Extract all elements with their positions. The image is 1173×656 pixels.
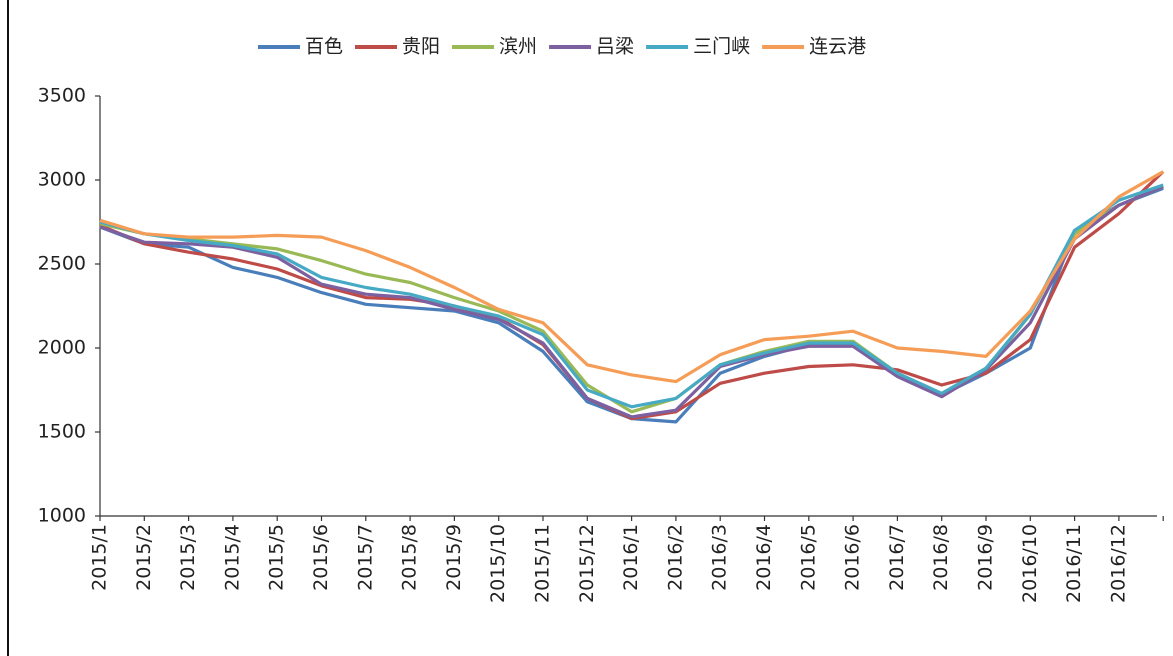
x-tick-label: 2016/11: [1063, 524, 1085, 603]
legend-label: 连云港: [809, 36, 866, 58]
x-tick-label: 2016/9: [975, 524, 997, 591]
x-tick-label: 2016/6: [842, 524, 864, 591]
x-tick-label: 2015/7: [354, 524, 376, 591]
series-line: [99, 185, 1164, 419]
x-tick-label: 2016/10: [1019, 524, 1041, 603]
x-tick-label: 2016/2: [664, 524, 686, 591]
x-tick-label: 2015/11: [532, 524, 554, 603]
x-tick-label: 2015/4: [221, 524, 243, 591]
x-tick-label: 2015/10: [487, 524, 509, 603]
x-tick-label: 2015/9: [443, 524, 465, 591]
x-tick-label: 2015/2: [133, 524, 155, 591]
legend-label: 贵阳: [402, 36, 440, 58]
x-tick-label: 2015/8: [399, 524, 421, 591]
x-tick-label: 2016/12: [1107, 524, 1129, 603]
y-tick-label: 3000: [38, 169, 86, 191]
x-tick-label: 2016/7: [886, 524, 908, 591]
series-line: [99, 170, 1164, 384]
legend-label: 吕梁: [596, 36, 634, 58]
y-tick-label: 2000: [38, 337, 86, 359]
y-tick-label: 3500: [38, 85, 86, 107]
x-tick-label: 2016/3: [709, 524, 731, 591]
series-line: [99, 185, 1164, 414]
x-tick-label: 2015/3: [177, 524, 199, 591]
x-tick-label: 2016/5: [797, 524, 819, 591]
legend-label: 滨州: [499, 36, 537, 58]
y-tick-label: 1000: [38, 505, 86, 527]
x-tick-label: 2016/1: [620, 524, 642, 591]
series-line: [99, 170, 1165, 421]
series-line: [99, 183, 1164, 409]
legend-label: 百色: [305, 36, 343, 58]
x-tick-label: 2015/12: [576, 524, 598, 603]
x-tick-label: 2015/1: [89, 524, 111, 591]
x-tick-label: 2016/4: [753, 524, 775, 591]
legend-label: 三门峡: [693, 36, 750, 58]
x-tick-label: 2016/8: [930, 524, 952, 591]
series-line: [99, 186, 1164, 424]
y-tick-label: 1500: [38, 421, 86, 443]
y-tick-label: 2500: [38, 253, 86, 275]
x-tick-label: 2015/5: [266, 524, 288, 591]
x-tick-label: 2015/6: [310, 524, 332, 591]
